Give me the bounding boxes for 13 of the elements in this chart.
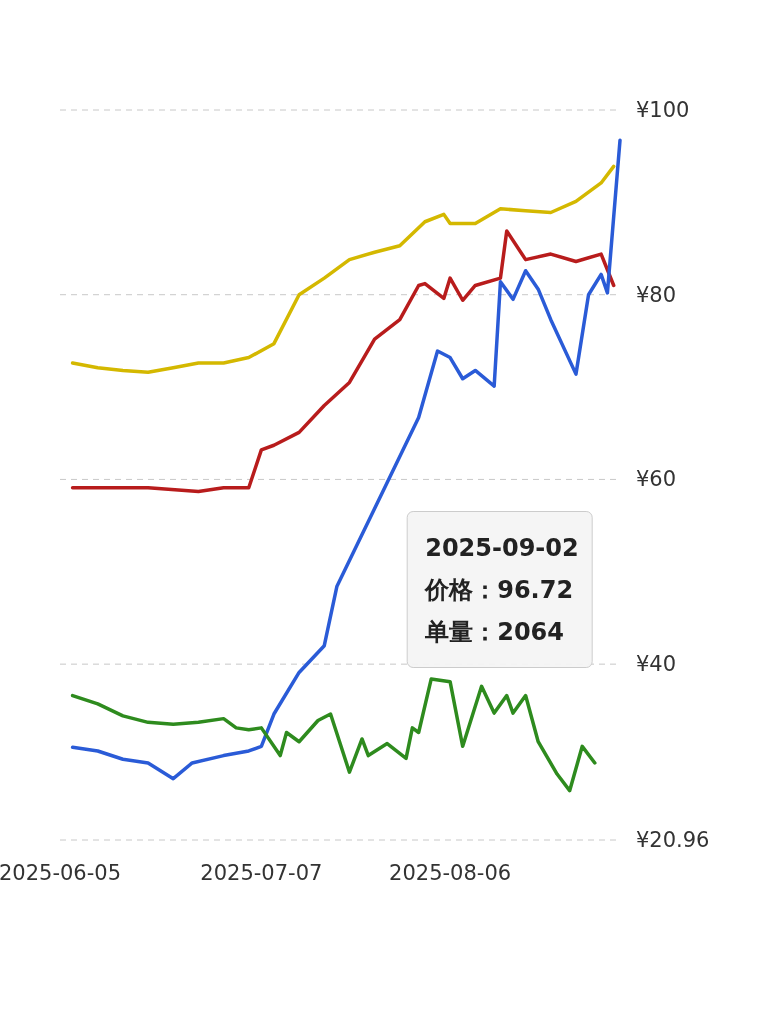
y-tick-label: ¥100 <box>636 98 690 122</box>
y-tick-label: ¥60 <box>636 467 677 492</box>
line-series <box>70 229 616 494</box>
annotation: 2025-09-02 价格：96.72 单量：2064 <box>424 533 579 646</box>
x-tick-label: 2025-07-07 <box>200 861 323 885</box>
y-tick-label: ¥20.96 <box>636 828 710 852</box>
line-series <box>70 677 597 793</box>
y-tick-label: ¥80 <box>636 282 677 307</box>
line-series <box>70 164 616 375</box>
y-tick-label: ¥40 <box>636 652 677 677</box>
x-tick-label: 2025-08-06 <box>389 861 512 885</box>
line-series <box>70 138 622 781</box>
x-tick-label: 2025-06-05 <box>0 861 122 885</box>
